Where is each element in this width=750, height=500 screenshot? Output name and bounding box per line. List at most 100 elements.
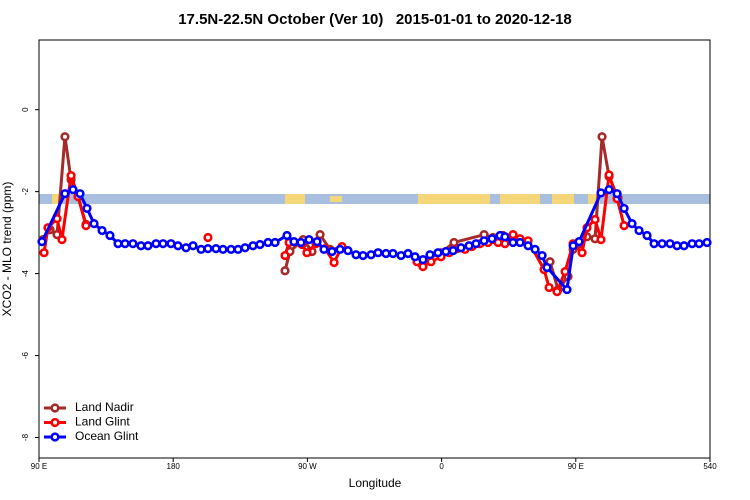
point [233, 244, 243, 255]
series [37, 184, 712, 295]
point [181, 243, 191, 253]
point [173, 241, 183, 251]
point [81, 221, 91, 231]
point [441, 246, 451, 257]
point [418, 255, 428, 265]
point [315, 230, 325, 240]
x-tick-label: 540 [703, 462, 717, 471]
point [105, 230, 115, 241]
point [280, 266, 290, 276]
point [270, 237, 280, 248]
point [343, 246, 353, 256]
point [289, 237, 299, 247]
point [479, 236, 489, 246]
point [590, 214, 600, 225]
map-strip [39, 194, 710, 204]
point [66, 171, 76, 181]
point [500, 232, 510, 242]
point [464, 241, 474, 251]
point [188, 241, 198, 251]
point [508, 230, 518, 240]
point [60, 132, 70, 142]
x-tick-label: 90 W [298, 462, 317, 471]
point [403, 248, 413, 259]
plot-frame [38, 39, 711, 459]
point [319, 244, 329, 255]
point [500, 239, 510, 249]
point [97, 225, 107, 236]
y-tick-label: 0 [21, 107, 30, 112]
point [523, 241, 533, 251]
point [75, 189, 85, 199]
point [672, 241, 682, 251]
point [627, 218, 637, 229]
y-axis-label: XCO2 - MLO trend (ppm) [0, 182, 14, 317]
point [358, 250, 368, 261]
point [596, 188, 606, 198]
legend-label: Land Nadir [75, 400, 134, 414]
y-tick-label: -6 [21, 351, 30, 359]
chart-title: 17.5N-22.5N October (Ver 10) 2015-01-01 … [178, 11, 572, 28]
point [537, 250, 547, 261]
point [515, 237, 525, 248]
point [335, 244, 345, 255]
x-tick-label: 90 E [31, 462, 47, 471]
point [280, 250, 290, 261]
point [562, 284, 572, 295]
point [544, 282, 554, 293]
point [68, 184, 78, 195]
point [560, 266, 570, 277]
point [226, 244, 236, 255]
point [263, 237, 273, 248]
point [351, 250, 361, 260]
point [694, 239, 704, 249]
x-tick-label: 0 [439, 462, 444, 471]
y-tick-label: -8 [21, 433, 30, 441]
point [530, 244, 540, 255]
x-tick-label: 90 E [568, 462, 584, 471]
point [255, 239, 265, 250]
point [211, 243, 221, 254]
point [151, 239, 161, 249]
point [679, 241, 689, 251]
point [657, 239, 667, 249]
y-tick-label: -4 [21, 269, 30, 277]
point [82, 203, 92, 214]
point [574, 237, 584, 247]
legend-marker [50, 403, 60, 413]
point [302, 248, 312, 258]
legend-label: Land Glint [75, 415, 130, 429]
series-line [40, 188, 708, 292]
point [612, 189, 622, 199]
legend-label: Ocean Glint [75, 429, 139, 443]
point [604, 184, 614, 195]
series [38, 132, 623, 295]
legend-marker [50, 432, 60, 442]
point [388, 248, 398, 259]
point [665, 239, 675, 249]
point [426, 257, 436, 267]
point [143, 241, 153, 251]
x-axis-label: Longitude [349, 476, 402, 490]
point [203, 232, 213, 243]
point [218, 244, 228, 255]
point [597, 132, 607, 142]
point [248, 241, 258, 251]
point [240, 243, 250, 253]
point [619, 203, 629, 214]
point [203, 243, 213, 254]
point [471, 239, 481, 249]
point [634, 225, 644, 236]
point [89, 218, 99, 229]
point [456, 243, 466, 253]
point [552, 287, 562, 297]
point [487, 234, 497, 244]
point [37, 237, 47, 247]
point [282, 230, 292, 241]
point [60, 189, 70, 199]
point [542, 262, 552, 273]
series [39, 170, 629, 297]
point [366, 250, 376, 260]
x-tick-label: 180 [167, 462, 181, 471]
